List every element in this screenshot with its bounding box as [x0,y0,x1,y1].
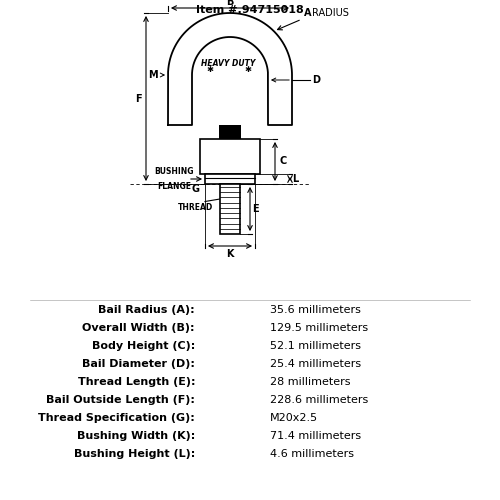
Bar [205,174,255,184]
Text: M20x2.5: M20x2.5 [270,413,318,423]
Bar [219,125,241,139]
Text: ✱: ✱ [244,64,252,74]
Text: Body Height (C):: Body Height (C): [92,341,195,351]
Text: THREAD: THREAD [178,204,212,212]
Text: Overall Width (B):: Overall Width (B): [82,323,195,333]
Text: K: K [226,249,234,259]
Text: 71.4 millimeters: 71.4 millimeters [270,431,361,441]
Text: 52.1 millimeters: 52.1 millimeters [270,341,361,351]
Text: C: C [279,156,286,166]
Text: Bushing Height (L):: Bushing Height (L): [74,449,195,459]
Bar [200,139,260,174]
Text: L: L [292,174,298,184]
Text: E: E [252,204,258,214]
Text: Thread Specification (G):: Thread Specification (G): [38,413,195,423]
Text: 4.6 millimeters: 4.6 millimeters [270,449,354,459]
Text: M: M [148,70,158,80]
Text: 129.5 millimeters: 129.5 millimeters [270,323,368,333]
Text: B: B [226,0,234,7]
Text: 28 millimeters: 28 millimeters [270,377,350,387]
Text: Item #.94715018: Item #.94715018 [196,5,304,15]
Text: F: F [136,94,142,104]
Text: Bail Diameter (D):: Bail Diameter (D): [82,359,195,369]
Polygon shape [168,13,292,125]
Text: RADIUS: RADIUS [312,8,348,18]
Text: Bail Outside Length (F):: Bail Outside Length (F): [46,395,195,405]
Text: 25.4 millimeters: 25.4 millimeters [270,359,361,369]
Text: D: D [312,75,320,85]
Text: G: G [191,184,199,194]
Text: ✱: ✱ [206,64,214,74]
Text: Bail Radius (A):: Bail Radius (A): [98,305,195,315]
Bar [220,184,240,234]
Text: 35.6 millimeters: 35.6 millimeters [270,305,361,315]
Text: HEAVY DUTY: HEAVY DUTY [201,58,255,68]
Text: 228.6 millimeters: 228.6 millimeters [270,395,368,405]
Text: BUSHING: BUSHING [154,167,194,176]
Text: Thread Length (E):: Thread Length (E): [78,377,195,387]
Text: FLANGE: FLANGE [157,182,191,191]
Text: Bushing Width (K):: Bushing Width (K): [77,431,195,441]
Text: A: A [304,8,312,18]
